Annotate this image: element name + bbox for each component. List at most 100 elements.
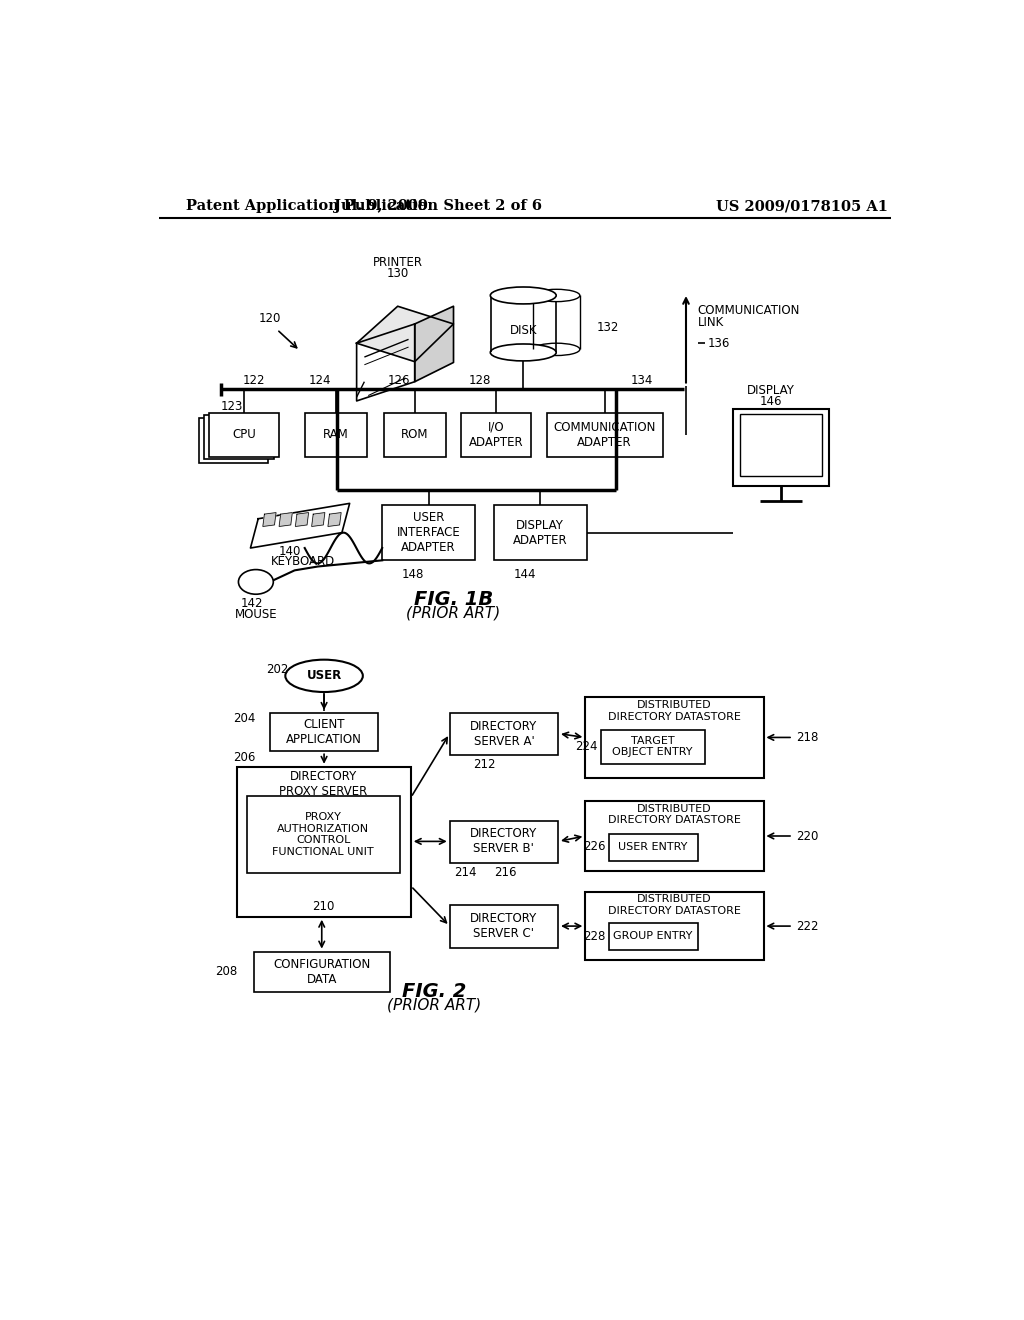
FancyBboxPatch shape (494, 506, 587, 560)
Text: TARGET
OBJECT ENTRY: TARGET OBJECT ENTRY (612, 735, 693, 758)
Ellipse shape (239, 570, 273, 594)
Text: CLIENT
APPLICATION: CLIENT APPLICATION (286, 718, 362, 746)
Text: ROM: ROM (401, 428, 428, 441)
Text: RAM: RAM (323, 428, 348, 441)
Text: 224: 224 (575, 741, 598, 754)
Text: 214: 214 (454, 866, 476, 879)
Text: DISPLAY
ADAPTER: DISPLAY ADAPTER (513, 519, 567, 546)
Text: GROUP ENTRY: GROUP ENTRY (613, 931, 692, 941)
Text: DIRECTORY
SERVER A': DIRECTORY SERVER A' (470, 719, 538, 747)
Text: 128: 128 (469, 374, 492, 387)
FancyBboxPatch shape (450, 713, 558, 755)
Text: DISTRIBUTED
DIRECTORY DATASTORE: DISTRIBUTED DIRECTORY DATASTORE (608, 804, 740, 825)
Text: CPU: CPU (232, 428, 256, 441)
FancyBboxPatch shape (450, 821, 558, 863)
Text: 123: 123 (221, 400, 244, 413)
FancyBboxPatch shape (247, 796, 400, 873)
FancyBboxPatch shape (204, 414, 273, 459)
Text: 130: 130 (387, 267, 409, 280)
Text: 208: 208 (215, 965, 238, 978)
Polygon shape (263, 512, 276, 527)
Text: Jul. 9, 2009   Sheet 2 of 6: Jul. 9, 2009 Sheet 2 of 6 (334, 199, 542, 213)
Text: MOUSE: MOUSE (234, 607, 278, 620)
FancyBboxPatch shape (608, 834, 697, 861)
Text: US 2009/0178105 A1: US 2009/0178105 A1 (716, 199, 888, 213)
FancyBboxPatch shape (461, 412, 531, 457)
Text: PRINTER: PRINTER (373, 256, 423, 269)
Ellipse shape (490, 345, 556, 360)
FancyBboxPatch shape (601, 730, 706, 764)
Polygon shape (280, 512, 292, 527)
FancyBboxPatch shape (254, 952, 390, 991)
FancyBboxPatch shape (586, 697, 764, 779)
FancyBboxPatch shape (382, 506, 475, 560)
Text: 122: 122 (243, 374, 265, 387)
Polygon shape (311, 512, 325, 527)
Text: I/O
ADAPTER: I/O ADAPTER (469, 421, 523, 449)
Text: 132: 132 (597, 321, 620, 334)
Text: 216: 216 (495, 866, 517, 879)
Polygon shape (295, 512, 308, 527)
Text: 136: 136 (708, 337, 730, 350)
Text: COMMUNICATION
ADAPTER: COMMUNICATION ADAPTER (553, 421, 655, 449)
Text: 218: 218 (796, 731, 818, 744)
Text: CONFIGURATION
DATA: CONFIGURATION DATA (273, 957, 371, 986)
Text: 210: 210 (312, 900, 335, 913)
Text: DIRECTORY
SERVER B': DIRECTORY SERVER B' (470, 828, 538, 855)
Text: FIG. 2: FIG. 2 (402, 982, 466, 1001)
Text: COMMUNICATION: COMMUNICATION (697, 305, 800, 317)
Text: DISK: DISK (510, 323, 537, 337)
Text: 202: 202 (266, 663, 289, 676)
Text: 204: 204 (233, 713, 256, 726)
Ellipse shape (534, 289, 580, 302)
FancyBboxPatch shape (199, 418, 268, 462)
Polygon shape (415, 306, 454, 381)
FancyBboxPatch shape (586, 892, 764, 960)
FancyBboxPatch shape (547, 412, 663, 457)
Text: USER
INTERFACE
ADAPTER: USER INTERFACE ADAPTER (397, 511, 461, 554)
Text: 222: 222 (796, 920, 818, 933)
Text: 140: 140 (280, 545, 301, 557)
FancyBboxPatch shape (237, 767, 411, 917)
Text: 144: 144 (514, 568, 536, 581)
FancyBboxPatch shape (450, 906, 558, 948)
Text: 206: 206 (233, 751, 256, 764)
Text: (PRIOR ART): (PRIOR ART) (407, 606, 501, 620)
Text: Patent Application Publication: Patent Application Publication (186, 199, 438, 213)
FancyBboxPatch shape (209, 412, 280, 457)
Text: KEYBOARD: KEYBOARD (271, 556, 336, 569)
Text: 228: 228 (583, 929, 605, 942)
Text: 212: 212 (473, 758, 496, 771)
Text: USER: USER (306, 669, 342, 682)
Text: 120: 120 (258, 312, 281, 325)
Text: DISPLAY: DISPLAY (748, 384, 796, 397)
Ellipse shape (534, 343, 580, 355)
Text: DISTRIBUTED
DIRECTORY DATASTORE: DISTRIBUTED DIRECTORY DATASTORE (608, 895, 740, 916)
Ellipse shape (286, 660, 362, 692)
Text: (PRIOR ART): (PRIOR ART) (387, 998, 481, 1012)
Text: FIG. 1B: FIG. 1B (414, 590, 494, 609)
FancyBboxPatch shape (586, 801, 764, 871)
Text: DIRECTORY
PROXY SERVER: DIRECTORY PROXY SERVER (280, 770, 368, 797)
Polygon shape (328, 512, 341, 527)
Ellipse shape (490, 286, 556, 304)
Text: LINK: LINK (697, 315, 724, 329)
FancyBboxPatch shape (270, 713, 378, 751)
Text: 126: 126 (388, 374, 411, 387)
FancyBboxPatch shape (608, 923, 697, 950)
Text: 220: 220 (796, 829, 818, 842)
Text: PROXY
AUTHORIZATION
CONTROL
FUNCTIONAL UNIT: PROXY AUTHORIZATION CONTROL FUNCTIONAL U… (272, 812, 374, 857)
Text: 146: 146 (760, 395, 782, 408)
Text: 134: 134 (630, 374, 652, 387)
Text: USER ENTRY: USER ENTRY (618, 842, 687, 851)
FancyBboxPatch shape (305, 412, 367, 457)
Polygon shape (251, 503, 349, 548)
Text: 148: 148 (402, 568, 424, 581)
Polygon shape (356, 323, 415, 401)
Text: 142: 142 (241, 597, 263, 610)
Text: 124: 124 (308, 374, 331, 387)
Text: DISTRIBUTED
DIRECTORY DATASTORE: DISTRIBUTED DIRECTORY DATASTORE (608, 701, 740, 722)
Text: DIRECTORY
SERVER C': DIRECTORY SERVER C' (470, 912, 538, 940)
Text: 226: 226 (583, 841, 605, 853)
FancyBboxPatch shape (384, 412, 445, 457)
